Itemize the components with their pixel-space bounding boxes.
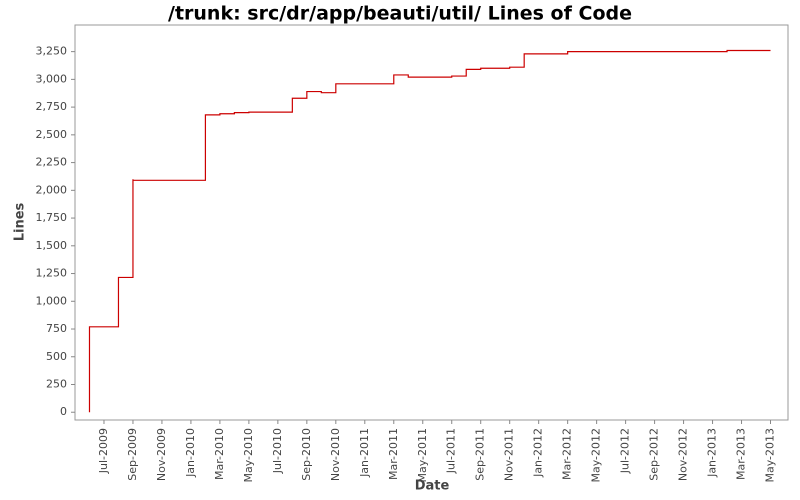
x-tick-label: Jan-2012: [532, 428, 545, 478]
x-tick-label: May-2013: [764, 428, 777, 483]
x-tick-label: Nov-2009: [155, 428, 168, 481]
y-tick-label: 0: [60, 405, 67, 418]
x-tick-label: Jul-2010: [271, 428, 284, 474]
x-tick-label: Jan-2011: [358, 428, 371, 478]
x-tick-label: Mar-2013: [735, 428, 748, 480]
x-tick-label: Jan-2013: [706, 428, 719, 478]
x-tick-label: Nov-2010: [329, 428, 342, 481]
x-tick-label: Jul-2011: [445, 428, 458, 474]
y-axis-label: Lines: [13, 202, 28, 241]
y-tick-label: 2,250: [36, 156, 68, 169]
y-tick-label: 1,250: [36, 267, 68, 280]
y-tick-label: 500: [46, 350, 67, 363]
x-tick-label: Jan-2010: [184, 428, 197, 478]
x-tick-label: May-2011: [416, 428, 429, 483]
x-tick-label: Sep-2011: [474, 428, 487, 481]
x-tick-label: Nov-2011: [503, 428, 516, 481]
x-tick-label: Sep-2012: [648, 428, 661, 481]
x-tick-label: Sep-2009: [126, 428, 139, 481]
chart-title: /trunk: src/dr/app/beauti/util/ Lines of…: [168, 3, 632, 25]
x-tick-label: Mar-2012: [561, 428, 574, 480]
x-tick-label: Sep-2010: [300, 428, 313, 481]
x-tick-label: Jul-2012: [619, 428, 632, 474]
y-tick-label: 1,500: [36, 239, 68, 252]
plot-area: [74, 24, 789, 421]
x-tick-label: Jul-2009: [97, 428, 110, 474]
y-tick-label: 250: [46, 377, 67, 390]
x-tick-label: Mar-2011: [387, 428, 400, 480]
data-line: [88, 49, 771, 413]
x-tick-label: May-2010: [242, 428, 255, 483]
y-tick-label: 1,750: [36, 211, 68, 224]
y-tick-label: 2,500: [36, 128, 68, 141]
y-tick-label: 3,250: [36, 45, 68, 58]
x-tick-label: May-2012: [590, 428, 603, 483]
y-tick-label: 1,000: [36, 294, 68, 307]
x-tick-label: Nov-2012: [677, 428, 690, 481]
x-tick-label: Mar-2010: [213, 428, 226, 480]
y-tick-label: 3,000: [36, 72, 68, 85]
y-tick-label: 2,750: [36, 100, 68, 113]
y-tick-label: 2,000: [36, 183, 68, 196]
y-tick-label: 750: [46, 322, 67, 335]
x-axis-label: Date: [415, 479, 450, 494]
